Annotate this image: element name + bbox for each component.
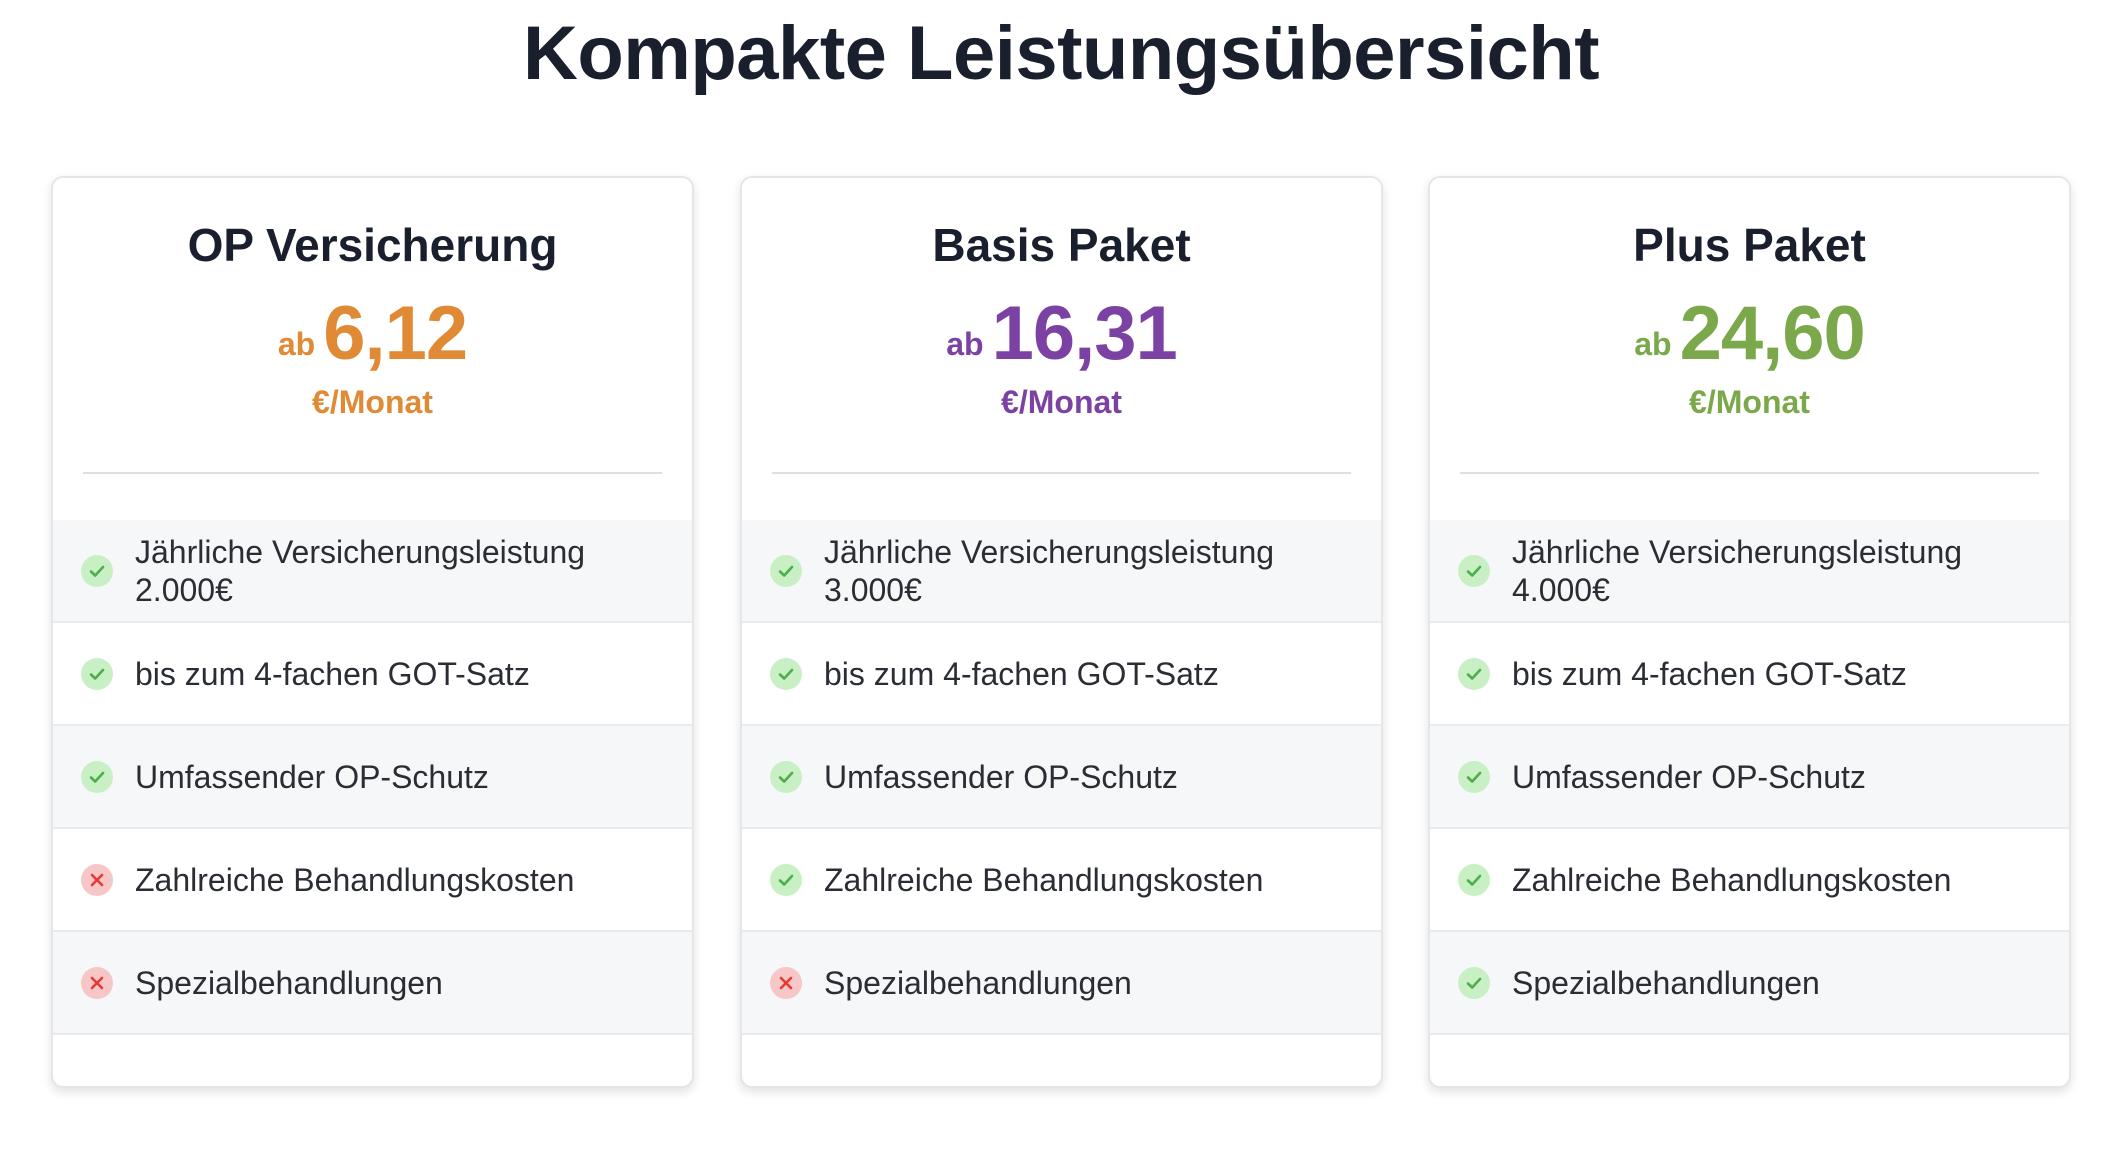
feature-label: Spezialbehandlungen — [135, 964, 443, 1001]
feature-item: bis zum 4-fachen GOT-Satz — [53, 623, 692, 726]
check-icon — [770, 657, 802, 690]
cross-icon — [81, 966, 113, 999]
check-icon — [770, 863, 802, 896]
divider — [83, 472, 662, 474]
feature-item: Spezialbehandlungen — [742, 932, 1381, 1035]
plan-card-basis-paket[interactable]: Basis Paket ab 16,31 €/Monat Jährliche Ve… — [740, 176, 1383, 1088]
feature-label: Zahlreiche Behandlungskosten — [1512, 861, 1952, 898]
feature-label: Spezialbehandlungen — [1512, 964, 1820, 1001]
check-icon — [81, 657, 113, 690]
feature-label: Zahlreiche Behandlungskosten — [135, 861, 575, 898]
feature-item: Jährliche Versicherungsleistung 3.000€ — [742, 520, 1381, 623]
feature-label: Jährliche Versicherungsleistung 2.000€ — [135, 533, 586, 608]
price-prefix: ab — [1634, 326, 1672, 362]
price-prefix: ab — [946, 326, 984, 362]
price-value: 16,31 — [991, 291, 1178, 376]
feature-item: Zahlreiche Behandlungskosten — [1430, 829, 2069, 932]
feature-label: Spezialbehandlungen — [824, 964, 1132, 1001]
feature-label: Zahlreiche Behandlungskosten — [824, 861, 1264, 898]
cross-icon — [81, 863, 113, 896]
pricing-cards: OP Versicherung ab 6,12 €/Monat Jährliche… — [51, 176, 2071, 1088]
cross-icon — [770, 966, 802, 999]
feature-item: Spezialbehandlungen — [53, 932, 692, 1035]
check-icon — [1458, 966, 1490, 999]
divider — [772, 472, 1351, 474]
feature-item: Umfassender OP-Schutz — [742, 726, 1381, 829]
check-icon — [81, 554, 113, 587]
plan-name: Plus Paket — [1633, 219, 1866, 271]
check-icon — [770, 760, 802, 793]
feature-item: Jährliche Versicherungsleistung 4.000€ — [1430, 520, 2069, 623]
price-value: 24,60 — [1679, 291, 1866, 376]
check-icon — [1458, 760, 1490, 793]
feature-label: Jährliche Versicherungsleistung 4.000€ — [1512, 533, 1963, 608]
feature-list: Jährliche Versicherungsleistung 4.000€ bi… — [1430, 520, 2069, 1035]
price: ab 6,12 — [53, 296, 692, 372]
price-unit: €/Monat — [312, 384, 433, 420]
feature-label: Jährliche Versicherungsleistung 3.000€ — [824, 533, 1275, 608]
feature-list: Jährliche Versicherungsleistung 2.000€ bi… — [53, 520, 692, 1035]
check-icon — [81, 760, 113, 793]
feature-label: bis zum 4-fachen GOT-Satz — [135, 655, 530, 692]
price-value: 6,12 — [323, 291, 468, 376]
feature-label: bis zum 4-fachen GOT-Satz — [824, 655, 1219, 692]
feature-item: Zahlreiche Behandlungskosten — [742, 829, 1381, 932]
feature-item: Spezialbehandlungen — [1430, 932, 2069, 1035]
feature-item: Umfassender OP-Schutz — [53, 726, 692, 829]
divider — [1460, 472, 2039, 474]
price: ab 24,60 — [1430, 296, 2069, 372]
check-icon — [1458, 863, 1490, 896]
plan-card-plus-paket[interactable]: Plus Paket ab 24,60 €/Monat Jährliche Ver… — [1428, 176, 2071, 1088]
feature-label: bis zum 4-fachen GOT-Satz — [1512, 655, 1907, 692]
price-unit: €/Monat — [1001, 384, 1122, 420]
page-title: Kompakte Leistungsübersicht — [522, 11, 1600, 96]
check-icon — [770, 554, 802, 587]
feature-item: Zahlreiche Behandlungskosten — [53, 829, 692, 932]
feature-item: Umfassender OP-Schutz — [1430, 726, 2069, 829]
feature-item: Jährliche Versicherungsleistung 2.000€ — [53, 520, 692, 623]
price: ab 16,31 — [742, 296, 1381, 372]
feature-list: Jährliche Versicherungsleistung 3.000€ bi… — [742, 520, 1381, 1035]
feature-item: bis zum 4-fachen GOT-Satz — [1430, 623, 2069, 726]
feature-item: bis zum 4-fachen GOT-Satz — [742, 623, 1381, 726]
feature-label: Umfassender OP-Schutz — [1512, 758, 1866, 795]
plan-name: OP Versicherung — [187, 219, 558, 271]
check-icon — [1458, 657, 1490, 690]
feature-label: Umfassender OP-Schutz — [135, 758, 489, 795]
price-prefix: ab — [277, 326, 316, 362]
feature-label: Umfassender OP-Schutz — [824, 758, 1178, 795]
plan-card-op-versicherung[interactable]: OP Versicherung ab 6,12 €/Monat Jährliche… — [51, 176, 694, 1088]
check-icon — [1458, 554, 1490, 587]
price-unit: €/Monat — [1689, 384, 1810, 420]
plan-name: Basis Paket — [932, 219, 1191, 271]
